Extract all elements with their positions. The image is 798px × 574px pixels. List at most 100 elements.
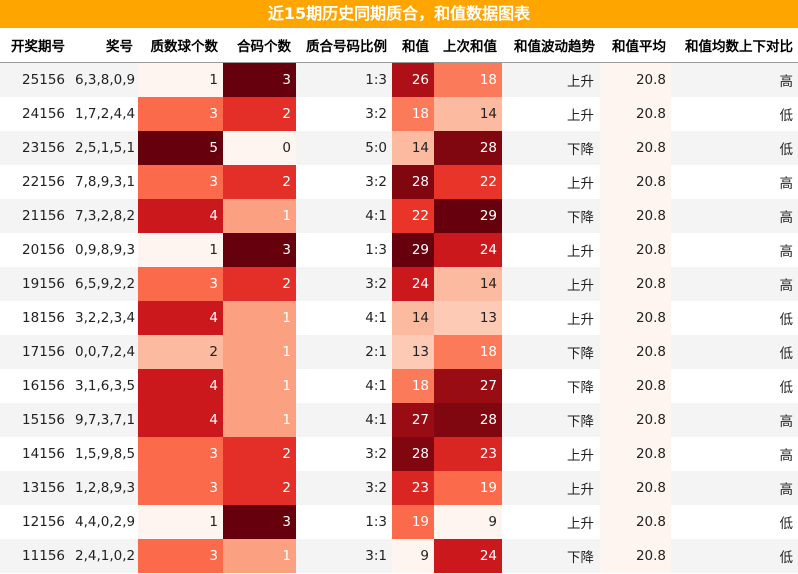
cell-compare: 高	[671, 470, 798, 505]
cell-compare: 高	[671, 198, 798, 233]
cell-numbers: 4,4,0,2,9	[70, 504, 138, 539]
cell-period: 15156	[0, 402, 70, 437]
cell-ratio: 3:2	[296, 164, 392, 199]
header-avg: 和值平均	[600, 28, 671, 63]
cell-period: 13156	[0, 470, 70, 505]
cell-ratio: 3:2	[296, 470, 392, 505]
cell-prev-sum: 9	[434, 504, 502, 539]
header-composite-count: 合码个数	[223, 28, 296, 63]
cell-prev-sum: 18	[434, 334, 502, 369]
cell-composite-count: 1	[223, 538, 296, 573]
cell-compare: 高	[671, 164, 798, 199]
cell-sum: 14	[392, 130, 434, 165]
header-prime-count: 质数球个数	[138, 28, 223, 63]
header-compare: 和值均数上下对比	[671, 28, 798, 63]
cell-composite-count: 0	[223, 130, 296, 165]
cell-period: 23156	[0, 130, 70, 165]
cell-sum: 19	[392, 504, 434, 539]
table-row: 24156 1,7,2,4,4 3 2 3:2 18 14 上升 20.8 低	[0, 96, 798, 131]
cell-sum: 28	[392, 164, 434, 199]
cell-avg: 20.8	[600, 402, 671, 437]
cell-sum: 18	[392, 368, 434, 403]
cell-avg: 20.8	[600, 538, 671, 573]
cell-period: 21156	[0, 198, 70, 233]
table-row: 14156 1,5,9,8,5 3 2 3:2 28 23 上升 20.8 高	[0, 436, 798, 471]
cell-sum: 28	[392, 436, 434, 471]
cell-trend: 上升	[502, 300, 600, 335]
table-row: 21156 7,3,2,8,2 4 1 4:1 22 29 下降 20.8 高	[0, 198, 798, 233]
cell-prev-sum: 22	[434, 164, 502, 199]
cell-period: 22156	[0, 164, 70, 199]
table-row: 18156 3,2,2,3,4 4 1 4:1 14 13 上升 20.8 低	[0, 300, 798, 335]
cell-composite-count: 1	[223, 198, 296, 233]
cell-prev-sum: 19	[434, 470, 502, 505]
cell-composite-count: 3	[223, 232, 296, 267]
cell-ratio: 3:1	[296, 538, 392, 573]
header-row: 开奖期号 奖号 质数球个数 合码个数 质合号码比例 和值 上次和值 和值波动趋势…	[0, 28, 798, 63]
cell-compare: 高	[671, 436, 798, 471]
cell-numbers: 3,1,6,3,5	[70, 368, 138, 403]
cell-avg: 20.8	[600, 470, 671, 505]
header-ratio: 质合号码比例	[296, 28, 392, 63]
cell-composite-count: 2	[223, 96, 296, 131]
cell-prev-sum: 14	[434, 266, 502, 301]
cell-numbers: 1,2,8,9,3	[70, 470, 138, 505]
cell-prev-sum: 24	[434, 538, 502, 573]
cell-avg: 20.8	[600, 96, 671, 131]
cell-composite-count: 2	[223, 164, 296, 199]
cell-compare: 高	[671, 62, 798, 97]
cell-compare: 低	[671, 130, 798, 165]
header-period: 开奖期号	[0, 28, 70, 63]
cell-numbers: 0,9,8,9,3	[70, 232, 138, 267]
cell-trend: 上升	[502, 266, 600, 301]
cell-prime-count: 4	[138, 368, 223, 403]
table-row: 12156 4,4,0,2,9 1 3 1:3 19 9 上升 20.8 低	[0, 504, 798, 539]
cell-avg: 20.8	[600, 198, 671, 233]
cell-prev-sum: 28	[434, 402, 502, 437]
cell-trend: 下降	[502, 198, 600, 233]
cell-prime-count: 4	[138, 402, 223, 437]
cell-numbers: 2,5,1,5,1	[70, 130, 138, 165]
cell-composite-count: 1	[223, 402, 296, 437]
cell-period: 16156	[0, 368, 70, 403]
cell-avg: 20.8	[600, 300, 671, 335]
cell-composite-count: 1	[223, 368, 296, 403]
cell-avg: 20.8	[600, 436, 671, 471]
cell-trend: 下降	[502, 402, 600, 437]
cell-sum: 22	[392, 198, 434, 233]
cell-numbers: 1,7,2,4,4	[70, 96, 138, 131]
cell-period: 18156	[0, 300, 70, 335]
cell-avg: 20.8	[600, 130, 671, 165]
cell-period: 12156	[0, 504, 70, 539]
cell-composite-count: 1	[223, 334, 296, 369]
cell-prev-sum: 29	[434, 198, 502, 233]
cell-trend: 上升	[502, 470, 600, 505]
table-row: 13156 1,2,8,9,3 3 2 3:2 23 19 上升 20.8 高	[0, 470, 798, 505]
cell-prime-count: 3	[138, 538, 223, 573]
cell-trend: 下降	[502, 368, 600, 403]
cell-trend: 上升	[502, 96, 600, 131]
cell-numbers: 1,5,9,8,5	[70, 436, 138, 471]
cell-sum: 14	[392, 300, 434, 335]
cell-prev-sum: 23	[434, 436, 502, 471]
cell-sum: 13	[392, 334, 434, 369]
cell-trend: 上升	[502, 62, 600, 97]
table-row: 15156 9,7,3,7,1 4 1 4:1 27 28 下降 20.8 高	[0, 402, 798, 437]
data-table: 开奖期号 奖号 质数球个数 合码个数 质合号码比例 和值 上次和值 和值波动趋势…	[0, 28, 798, 574]
cell-trend: 上升	[502, 436, 600, 471]
cell-composite-count: 2	[223, 470, 296, 505]
cell-ratio: 3:2	[296, 436, 392, 471]
cell-compare: 高	[671, 232, 798, 267]
cell-compare: 低	[671, 300, 798, 335]
cell-numbers: 6,3,8,0,9	[70, 62, 138, 97]
cell-compare: 低	[671, 96, 798, 131]
header-numbers: 奖号	[70, 28, 138, 63]
cell-compare: 低	[671, 538, 798, 573]
cell-numbers: 0,0,7,2,4	[70, 334, 138, 369]
cell-numbers: 3,2,2,3,4	[70, 300, 138, 335]
table-row: 20156 0,9,8,9,3 1 3 1:3 29 24 上升 20.8 高	[0, 232, 798, 267]
cell-composite-count: 2	[223, 436, 296, 471]
cell-period: 20156	[0, 232, 70, 267]
cell-period: 24156	[0, 96, 70, 131]
cell-composite-count: 1	[223, 300, 296, 335]
